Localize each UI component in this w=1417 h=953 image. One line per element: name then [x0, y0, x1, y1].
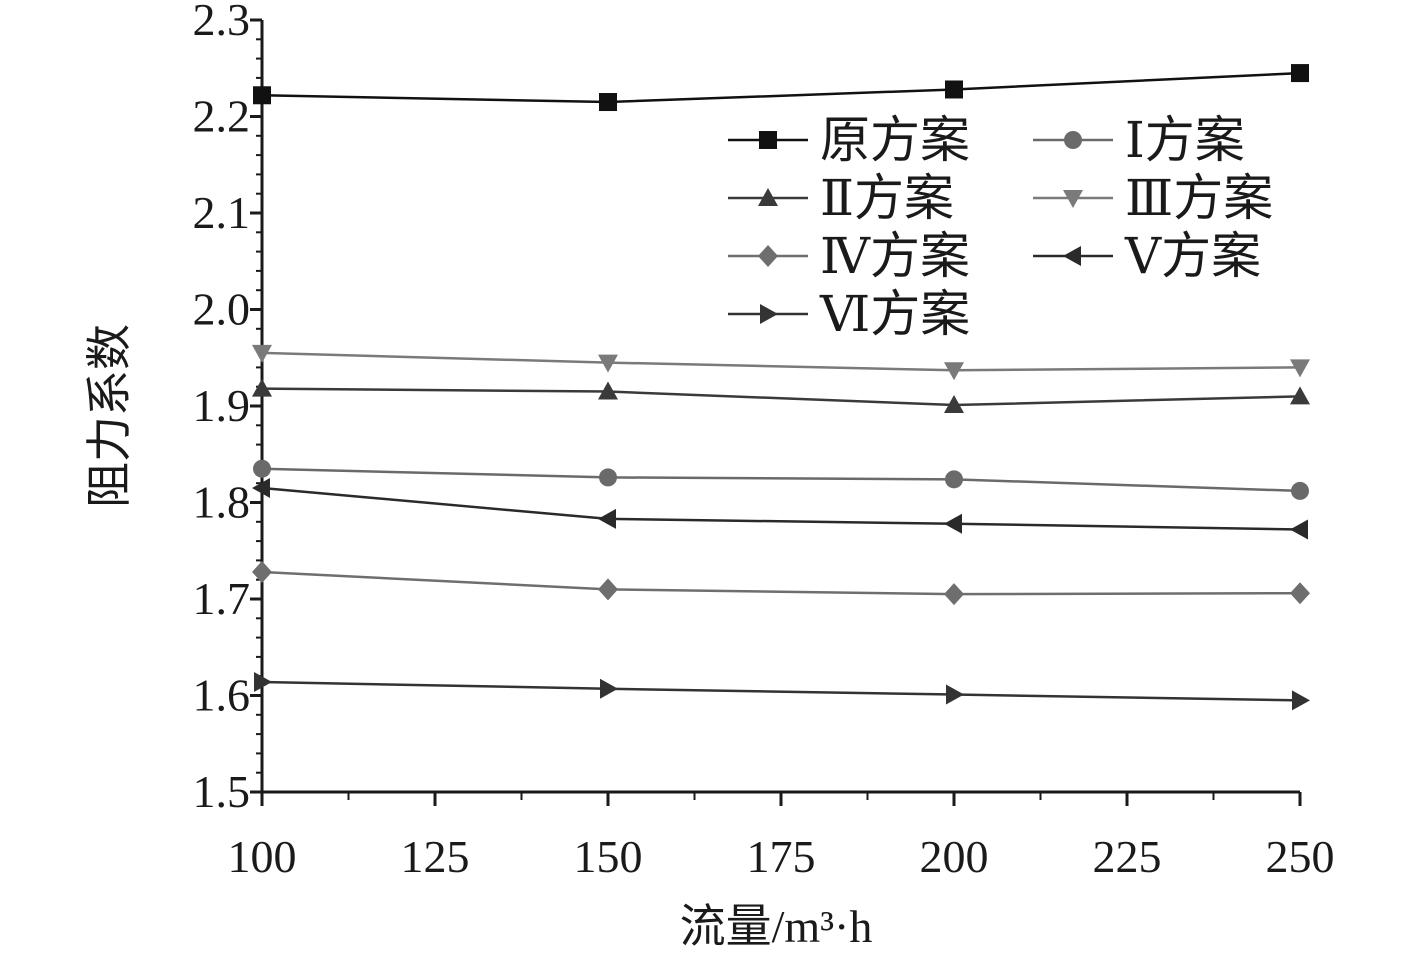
data-point-Ⅵ方案	[600, 678, 618, 699]
data-point-Ⅴ方案	[1290, 519, 1308, 540]
data-point-Ⅳ方案	[944, 583, 964, 606]
data-point-Ⅴ方案	[944, 513, 962, 534]
legend-marker-Ⅴ方案	[1063, 246, 1081, 266]
y-tick-label: 2.1	[193, 187, 251, 238]
data-point-原方案	[945, 80, 963, 99]
legend-marker-原方案	[759, 131, 777, 149]
y-tick-label: 1.6	[193, 670, 251, 721]
y-tick-label: 1.5	[193, 766, 251, 817]
y-tick-label: 2.0	[193, 284, 251, 335]
data-point-原方案	[599, 93, 617, 112]
legend-marker-Ⅳ方案	[758, 245, 778, 267]
legend-item-Ⅴ方案: Ⅴ方案	[1033, 228, 1261, 284]
data-point-Ⅰ方案	[945, 470, 963, 489]
legend-marker-Ⅰ方案	[1064, 131, 1082, 149]
y-tick-label: 1.7	[193, 573, 251, 624]
legend: 原方案 Ⅰ方案 Ⅱ方案 Ⅲ方案 Ⅳ方案 Ⅴ方案 Ⅵ方案	[728, 112, 1273, 342]
legend-item-Ⅵ方案: Ⅵ方案	[728, 286, 970, 342]
data-point-Ⅲ方案	[598, 354, 618, 373]
series-line-Ⅴ方案	[261, 486, 1301, 531]
data-point-Ⅵ方案	[254, 671, 272, 692]
y-tick-label: 1.9	[193, 380, 251, 431]
data-point-Ⅲ方案	[252, 344, 272, 363]
ticks: 100 125 150 175 200 225 250 1.5 1.6 1.7 1.8 1.9 2.0 2…	[193, 0, 1335, 882]
data-point-原方案	[1291, 64, 1309, 83]
x-tick-label: 125	[401, 831, 470, 882]
y-axis-label: 阻力系数	[84, 324, 135, 508]
legend-label: Ⅵ方案	[819, 286, 970, 342]
legend-label: 原方案	[820, 112, 970, 168]
data-point-Ⅳ方案	[252, 560, 272, 583]
data-point-Ⅵ方案	[946, 684, 964, 705]
y-tick-label: 2.3	[193, 0, 251, 45]
data-point-Ⅵ方案	[1292, 690, 1310, 711]
legend-marker-Ⅲ方案	[1063, 190, 1083, 208]
series-line-Ⅰ方案	[261, 467, 1301, 493]
y-tick-label: 1.8	[193, 477, 251, 528]
series-line-Ⅳ方案	[261, 570, 1301, 596]
data-point-Ⅲ方案	[1290, 359, 1310, 378]
x-tick-label: 100	[228, 831, 297, 882]
legend-item-Ⅳ方案: Ⅳ方案	[728, 228, 970, 284]
legend-label: Ⅴ方案	[1124, 228, 1261, 284]
data-point-Ⅰ方案	[253, 459, 271, 478]
y-tick-label: 2.2	[193, 91, 251, 142]
legend-marker-Ⅵ方案	[760, 304, 778, 324]
legend-marker-Ⅱ方案	[758, 188, 778, 206]
x-axis-label: 流量/m³·h	[680, 901, 873, 952]
data-point-Ⅴ方案	[252, 478, 270, 499]
data-point-Ⅴ方案	[598, 508, 616, 529]
data-point-Ⅰ方案	[1291, 481, 1309, 500]
legend-label: Ⅲ方案	[1125, 170, 1273, 226]
series-line-Ⅲ方案	[261, 351, 1301, 372]
x-tick-label: 175	[747, 831, 816, 882]
data-point-Ⅱ方案	[944, 395, 964, 414]
x-tick-label: 250	[1266, 831, 1335, 882]
series-markers	[252, 64, 1310, 711]
data-point-Ⅱ方案	[1290, 386, 1310, 405]
data-point-Ⅳ方案	[1290, 582, 1310, 605]
data-point-Ⅱ方案	[598, 381, 618, 400]
x-tick-label: 150	[574, 831, 643, 882]
series-line-Ⅵ方案	[261, 680, 1301, 702]
data-point-Ⅳ方案	[598, 578, 618, 601]
legend-label: Ⅳ方案	[820, 228, 970, 284]
legend-label: Ⅰ方案	[1125, 112, 1245, 168]
series-lines	[261, 71, 1301, 702]
series-line-原方案	[261, 71, 1301, 104]
x-tick-label: 225	[1093, 831, 1162, 882]
legend-label: Ⅱ方案	[820, 170, 954, 226]
data-point-Ⅰ方案	[599, 468, 617, 487]
data-point-Ⅲ方案	[944, 362, 964, 381]
legend-item-Ⅲ方案: Ⅲ方案	[1033, 170, 1273, 226]
legend-item-Ⅰ方案: Ⅰ方案	[1033, 112, 1245, 168]
data-point-原方案	[253, 86, 271, 105]
legend-item-原方案: 原方案	[728, 112, 970, 168]
x-tick-label: 200	[920, 831, 989, 882]
legend-item-Ⅱ方案: Ⅱ方案	[728, 170, 954, 226]
data-point-Ⅱ方案	[252, 378, 272, 397]
series-line-Ⅱ方案	[261, 387, 1301, 407]
